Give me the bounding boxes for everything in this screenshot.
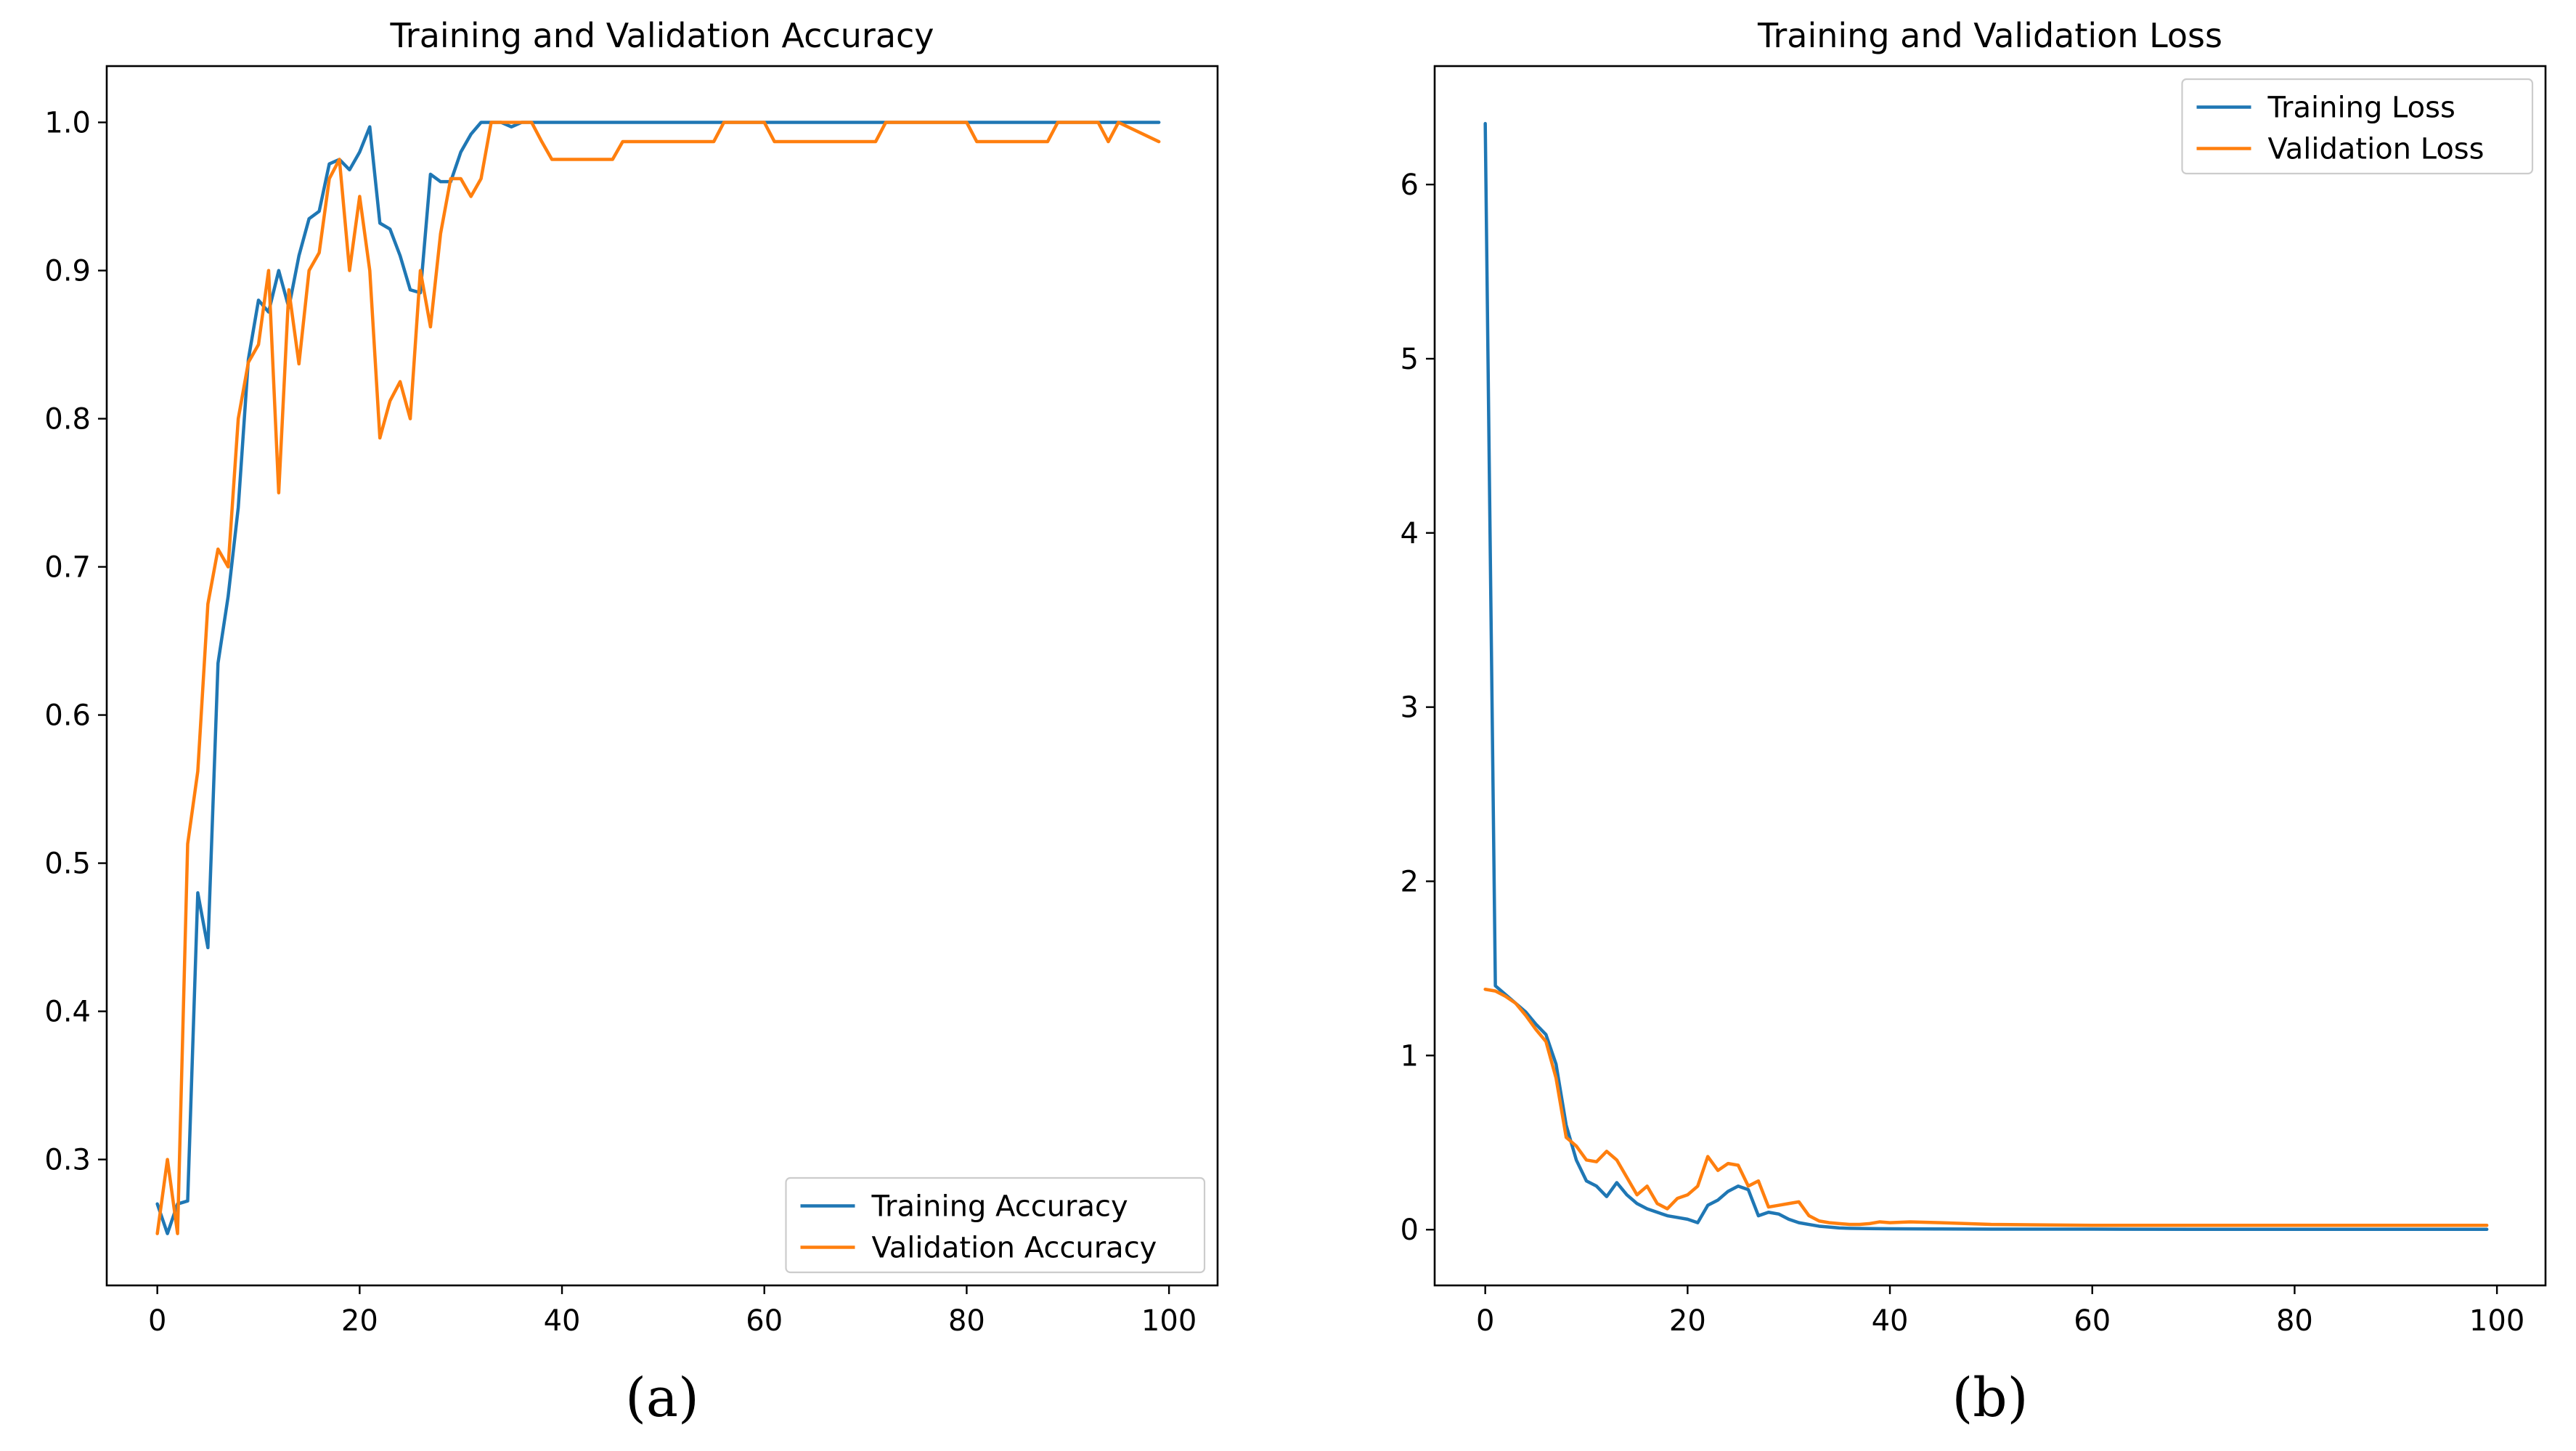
loss-x-tick-label: 0 <box>1476 1304 1494 1338</box>
accuracy-chart-title: Training and Validation Accuracy <box>389 16 934 55</box>
loss-y-tick-label: 1 <box>1401 1039 1419 1073</box>
accuracy-series-validation-accuracy <box>155 121 1161 1235</box>
accuracy-legend-box <box>785 1176 1206 1274</box>
accuracy-y-tick-label: 0.7 <box>44 551 91 585</box>
accuracy-legend-label: Validation Accuracy <box>872 1232 1157 1265</box>
loss-y-tick-label: 2 <box>1401 866 1419 899</box>
loss-y-tick-label: 4 <box>1401 517 1419 550</box>
loss-legend-box <box>2181 78 2534 175</box>
accuracy-y-tick-label: 0.5 <box>44 848 91 881</box>
loss-x-tick-label: 60 <box>2074 1304 2111 1338</box>
loss-series-validation-loss <box>1483 987 2489 1227</box>
loss-plot-frame <box>1433 65 2547 1287</box>
accuracy-y-tick-label: 0.8 <box>44 403 91 436</box>
loss-legend-label: Training Loss <box>2267 92 2455 125</box>
loss-chart-title: Training and Validation Loss <box>1757 16 2222 55</box>
accuracy-y-tick-label: 1.0 <box>44 107 91 140</box>
accuracy-x-tick-label: 60 <box>746 1304 783 1338</box>
loss-chart-caption: (b) <box>1952 1367 2028 1429</box>
loss-x-tick-label: 40 <box>1872 1304 1909 1338</box>
accuracy-x-tick-label: 40 <box>544 1304 581 1338</box>
loss-y-tick-label: 5 <box>1401 343 1419 376</box>
accuracy-y-tick-label: 0.9 <box>44 255 91 288</box>
loss-x-tick-label: 100 <box>2469 1304 2524 1338</box>
accuracy-chart-caption: (a) <box>625 1367 699 1429</box>
accuracy-legend-label: Training Accuracy <box>871 1190 1128 1224</box>
loss-series-training-loss <box>1483 121 2489 1232</box>
accuracy-plot-frame <box>105 65 1219 1287</box>
loss-x-tick-label: 20 <box>1669 1304 1706 1338</box>
accuracy-y-tick-label: 0.6 <box>44 699 91 733</box>
loss-y-tick-label: 6 <box>1401 168 1419 202</box>
accuracy-chart: Training and Validation Accuracy (a) 0 20… <box>44 16 1219 1429</box>
accuracy-y-tick-label: 0.3 <box>44 1144 91 1177</box>
loss-legend-label: Validation Loss <box>2268 133 2485 166</box>
loss-chart: Training and Validation Loss (b) 0 20 40 60… <box>1401 16 2547 1429</box>
loss-x-tick-label: 80 <box>2276 1304 2313 1338</box>
loss-y-tick-label: 3 <box>1401 691 1419 725</box>
accuracy-x-tick-label: 100 <box>1141 1304 1197 1338</box>
accuracy-y-tick-label: 0.4 <box>44 996 91 1029</box>
accuracy-x-tick-label: 20 <box>341 1304 378 1338</box>
loss-legend: Training Loss Validation Loss <box>2181 78 2534 175</box>
loss-y-tick-label: 0 <box>1401 1214 1419 1247</box>
accuracy-x-tick-label: 80 <box>948 1304 985 1338</box>
accuracy-legend: Training Accuracy Validation Accuracy <box>785 1176 1206 1274</box>
accuracy-x-tick-label: 0 <box>148 1304 166 1338</box>
